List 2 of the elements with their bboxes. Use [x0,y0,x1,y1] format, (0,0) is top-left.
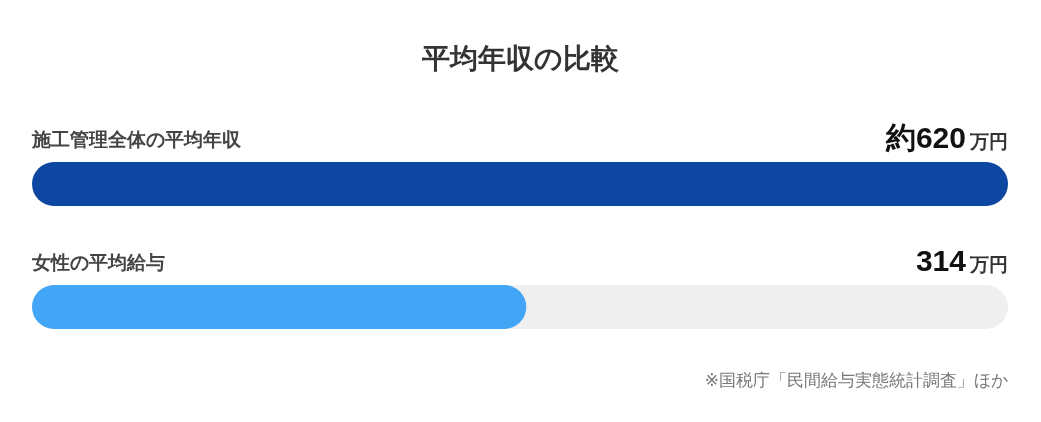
title: 平均年収の比較 [422,43,619,74]
annotation: ※国税庁「民間給与実態統計調査」ほか [704,371,1008,390]
